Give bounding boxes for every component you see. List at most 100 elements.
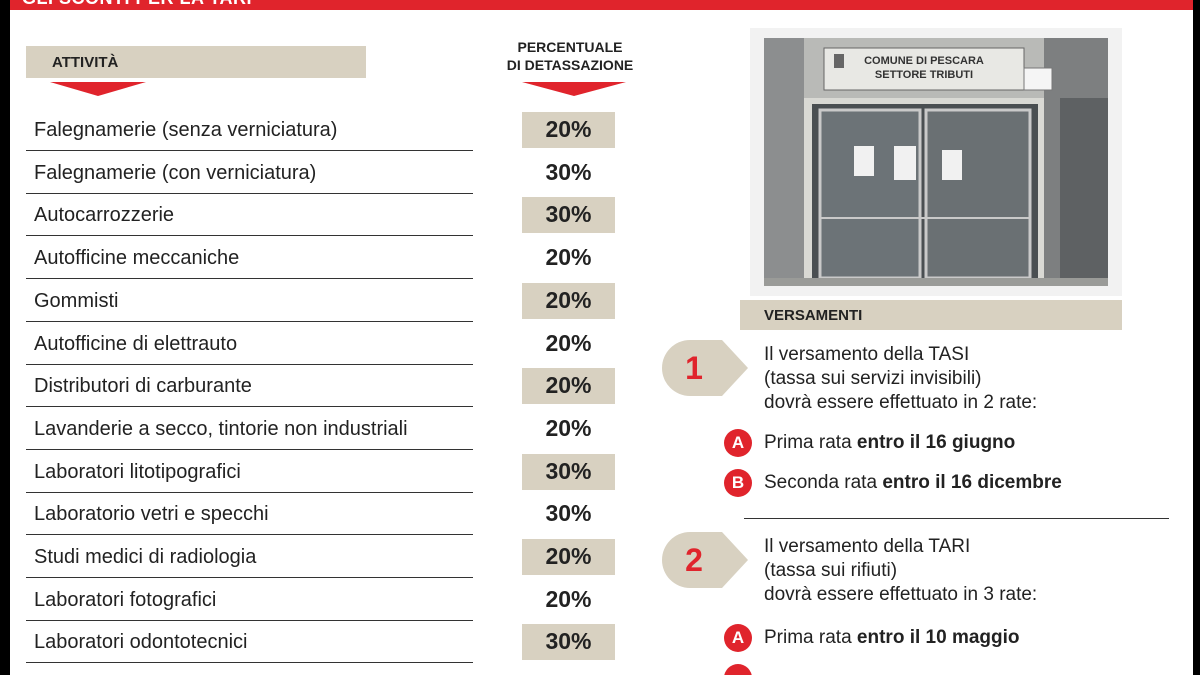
- step-2-marker: 2: [662, 532, 752, 588]
- pct-cell: [522, 453, 615, 490]
- activity-name: Laboratori litotipografici: [34, 460, 241, 483]
- table-row: Autofficine meccaniche 20%: [26, 238, 616, 280]
- title-band: GLI SCONTI PER LA TARI: [10, 0, 1193, 10]
- row-divider: [26, 448, 473, 450]
- step-1-line: dovrà essere effettuato in 2 rate:: [764, 392, 1038, 413]
- table-row: Laboratori litotipografici 30%: [26, 452, 616, 493]
- activity-header: ATTIVITÀ: [26, 46, 366, 78]
- step-1-line: (tassa sui servizi invisibili): [764, 368, 982, 389]
- activity-name: Studi medici di radiologia: [34, 546, 257, 568]
- row-divider: [26, 150, 473, 151]
- building-entrance-image: COMUNE DI PESCARA SETTORE TRIBUTI: [764, 38, 1108, 286]
- pct-cell: [522, 240, 615, 277]
- activity-percentage: 30%: [545, 457, 592, 484]
- rate-text: Seconda rata entro il 16 dicembre: [764, 472, 1062, 493]
- table-row: Falegnamerie (senza verniciatura) 20%: [26, 110, 616, 151]
- table-row: 30%: [26, 665, 616, 675]
- activity-name: Autofficine di elettrauto: [34, 332, 238, 355]
- activity-percentage: 20%: [545, 329, 592, 356]
- row-divider: [26, 491, 473, 493]
- activity-percentage: 30%: [545, 500, 592, 527]
- pct-cell: [522, 581, 615, 618]
- row-divider: [26, 534, 473, 536]
- table-row: Distributori di carburante 20%: [26, 366, 616, 408]
- step-2-number: 2: [685, 542, 703, 578]
- arrow-circle-icon: [662, 532, 748, 588]
- percent-header-line1: PERCENTUALE: [517, 39, 623, 55]
- pct-cell: [522, 410, 615, 447]
- sign-line2: SETTORE TRIBUTI: [875, 69, 973, 81]
- pct-cell: [522, 539, 615, 575]
- activity-arrow-icon: [50, 82, 146, 96]
- activity-percentage: 30%: [545, 628, 592, 655]
- section-divider: [744, 518, 1169, 519]
- activity-percentage: 20%: [545, 372, 592, 399]
- sign-line1: COMUNE DI PESCARA: [864, 55, 984, 67]
- pct-cell: [522, 368, 615, 405]
- row-divider: [26, 406, 473, 408]
- activity-percentage: 20%: [545, 543, 592, 569]
- pct-cell: [522, 496, 615, 533]
- percent-header-line2: DI DETASSAZIONE: [506, 57, 634, 73]
- activity-percentage: 20%: [545, 116, 592, 142]
- row-divider: [26, 278, 473, 280]
- percent-header: PERCENTUALE DI DETASSAZIONE: [505, 38, 635, 74]
- table-row: Autocarrozzerie 30%: [26, 195, 616, 237]
- table-row: Laboratori odontotecnici 30%: [26, 622, 616, 664]
- step-1-number: 1: [685, 350, 703, 386]
- table-row: Studi medici di radiologia 20%: [26, 537, 616, 578]
- activity-percentage: 20%: [545, 244, 592, 271]
- activity-name: Falegnamerie (con verniciatura): [34, 161, 317, 184]
- pct-cell: [522, 667, 615, 675]
- step-2-line: (tassa sui rifiuti): [764, 560, 898, 581]
- page-title: GLI SCONTI PER LA TARI: [22, 0, 252, 9]
- step-2-line: Il versamento della TARI: [764, 536, 971, 557]
- activity-name: Autocarrozzerie: [34, 204, 175, 227]
- activity-percentage: 30%: [545, 158, 592, 185]
- step-1-marker: 1: [662, 340, 752, 396]
- row-divider: [26, 577, 473, 578]
- activity-percentage: 20%: [545, 585, 592, 612]
- office-photo: COMUNE DI PESCARA SETTORE TRIBUTI: [750, 28, 1122, 296]
- pct-cell: [522, 624, 615, 661]
- activity-name: Gommisti: [34, 289, 119, 312]
- pct-cell: [522, 112, 615, 148]
- activity-name: Autofficine meccaniche: [34, 247, 240, 270]
- row-divider: [26, 192, 473, 194]
- step-1-line: Il versamento della TASI: [764, 344, 970, 365]
- activity-name: Falegnamerie (senza verniciatura): [34, 119, 338, 141]
- activity-percentage: 30%: [522, 671, 615, 675]
- rate-badge-partial: [724, 664, 752, 675]
- row-divider: [26, 619, 473, 621]
- table-row: Lavanderie a secco, tintorie non industr…: [26, 409, 616, 450]
- activity-name: Lavanderie a secco, tintorie non industr…: [34, 417, 408, 440]
- activity-percentage: 20%: [545, 286, 592, 313]
- table-row: Falegnamerie (con verniciatura) 30%: [26, 153, 616, 194]
- step-2-line: dovrà essere effettuato in 3 rate:: [764, 584, 1038, 605]
- row-divider: [26, 363, 473, 365]
- table-row: Autofficine di elettrauto 20%: [26, 324, 616, 365]
- percent-arrow-icon: [522, 82, 626, 96]
- row-divider: [26, 235, 473, 237]
- rate-text: Prima rata entro il 10 maggio: [764, 627, 1020, 648]
- versamenti-title: VERSAMENTI: [764, 307, 863, 324]
- infographic-page: GLI SCONTI PER LA TARI ATTIVITÀ PERCENTU…: [10, 0, 1193, 675]
- activity-header-label: ATTIVITÀ: [52, 54, 119, 71]
- pct-cell: [522, 325, 615, 362]
- pct-cell: [522, 197, 615, 234]
- rate-badge: A: [724, 429, 752, 457]
- activity-percentage: 20%: [545, 414, 592, 441]
- pct-cell: [522, 282, 615, 319]
- table-row: Gommisti 20%: [26, 281, 616, 322]
- rate-badge: A: [724, 624, 752, 652]
- versamenti-header: VERSAMENTI: [740, 300, 1122, 330]
- activity-name: Laboratori fotografici: [34, 588, 217, 611]
- activity-name: Laboratori odontotecnici: [34, 631, 248, 654]
- activity-name: Laboratorio vetri e specchi: [34, 503, 269, 526]
- pct-cell: [522, 154, 615, 191]
- table-row: Laboratorio vetri e specchi 30%: [26, 494, 616, 536]
- table-row: Laboratori fotografici 20%: [26, 580, 616, 621]
- arrow-circle-icon: [662, 340, 748, 396]
- row-divider: [26, 320, 473, 322]
- step-1-text: Il versamento della TASI (tassa sui serv…: [764, 343, 1037, 415]
